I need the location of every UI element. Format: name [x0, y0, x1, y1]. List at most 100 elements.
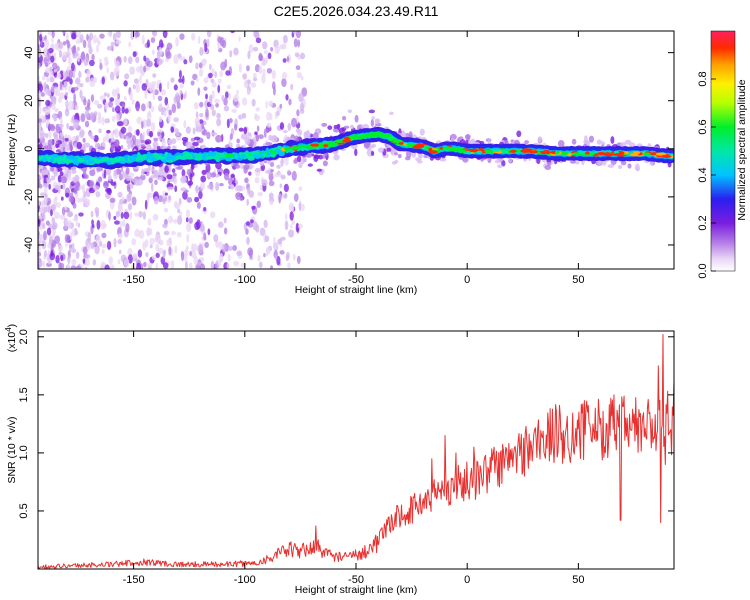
noise-speck [274, 112, 278, 120]
noise-speck [134, 31, 140, 38]
noise-speck [210, 78, 215, 83]
noise-speck [65, 192, 70, 198]
noise-speck [117, 238, 123, 245]
noise-speck [168, 215, 174, 224]
noise-speck [93, 76, 98, 83]
spectrogram-x-tick-label: -50 [348, 274, 364, 286]
noise-speck [86, 33, 89, 41]
halo-speck [51, 115, 58, 119]
noise-speck [64, 205, 67, 211]
noise-speck [163, 230, 170, 236]
halo-speck [194, 196, 200, 203]
noise-speck [146, 227, 151, 237]
noise-speck [150, 105, 155, 113]
noise-speck [73, 92, 76, 102]
noise-speck [75, 221, 79, 227]
noise-speck [59, 116, 63, 127]
noise-speck [124, 108, 129, 114]
ribbon-blob [266, 151, 271, 156]
noise-speck [208, 94, 213, 105]
noise-speck [288, 98, 292, 106]
ribbon-hotspot [520, 149, 531, 153]
noise-speck [153, 196, 159, 205]
halo-speck [170, 126, 175, 133]
noise-speck [269, 112, 273, 121]
noise-speck [173, 54, 179, 65]
noise-speck [40, 92, 45, 97]
noise-speck [204, 42, 208, 53]
ribbon-blob [137, 155, 142, 160]
noise-speck [114, 105, 121, 114]
noise-speck [43, 230, 47, 241]
noise-speck [58, 49, 63, 59]
halo-speck [419, 152, 423, 159]
noise-speck [123, 95, 127, 101]
noise-speck [213, 234, 219, 243]
noise-speck [51, 217, 56, 224]
noise-speck [51, 224, 57, 230]
noise-speck [173, 84, 178, 91]
noise-speck [227, 245, 233, 251]
noise-speck [65, 50, 72, 58]
halo-speck [343, 125, 350, 129]
colorbar-label: Normalized spectral amplitude [736, 79, 748, 220]
noise-speck [111, 115, 116, 123]
noise-speck [131, 238, 137, 246]
halo-speck [136, 178, 143, 186]
noise-speck [293, 193, 299, 202]
ribbon-blob [234, 154, 238, 158]
noise-speck [49, 234, 53, 245]
noise-speck [191, 242, 194, 253]
halo-speck [110, 138, 116, 143]
ribbon-hotspot [412, 145, 423, 149]
halo-speck [394, 159, 399, 164]
noise-speck [121, 106, 125, 114]
ribbon-hotspot [324, 141, 336, 146]
halo-speck [620, 160, 627, 166]
ribbon-hotspot [416, 143, 422, 147]
snr-scale-suffix: ) [6, 324, 18, 328]
halo-speck [223, 172, 230, 181]
noise-speck [60, 196, 64, 201]
halo-speck [497, 164, 503, 169]
ribbon-blob [87, 159, 95, 164]
halo-speck [166, 139, 172, 145]
noise-speck [106, 93, 110, 98]
ribbon-hotspot [353, 136, 364, 140]
noise-speck [248, 44, 254, 53]
noise-speck [66, 33, 69, 40]
colorbar-tick-label: 0.0 [697, 263, 709, 278]
halo-speck [255, 134, 260, 142]
ribbon-hotspot [515, 149, 522, 153]
snr-x-tick-label: 50 [572, 574, 584, 586]
noise-speck [215, 181, 220, 191]
noise-speck [75, 251, 80, 259]
halo-speck [207, 184, 211, 189]
noise-speck [163, 110, 167, 117]
noise-speck [296, 255, 301, 265]
noise-speck [86, 103, 90, 108]
halo-speck [405, 156, 411, 161]
noise-speck [211, 109, 216, 117]
ribbon-blob [247, 155, 255, 161]
noise-speck [290, 83, 294, 91]
halo-speck [121, 133, 125, 139]
noise-speck [93, 111, 98, 117]
noise-speck [146, 111, 152, 121]
noise-speck [246, 65, 250, 72]
noise-speck [129, 66, 136, 75]
noise-speck [44, 108, 50, 116]
noise-speck [179, 56, 186, 61]
noise-speck [173, 200, 178, 208]
spectrogram-y-tick-label: -40 [23, 237, 35, 253]
noise-speck [247, 50, 251, 60]
noise-speck [262, 41, 268, 50]
noise-speck [286, 56, 290, 62]
noise-speck [211, 81, 217, 88]
noise-speck [50, 250, 54, 257]
halo-speck [265, 141, 273, 146]
noise-speck [84, 254, 91, 259]
noise-speck [122, 219, 126, 227]
noise-speck [92, 259, 97, 266]
